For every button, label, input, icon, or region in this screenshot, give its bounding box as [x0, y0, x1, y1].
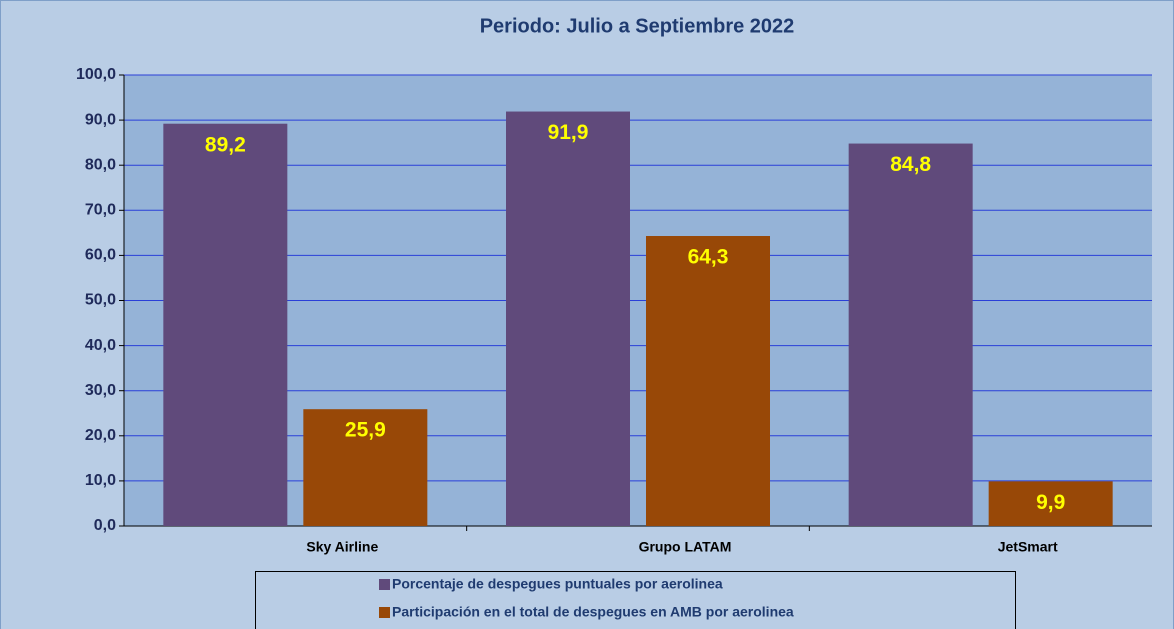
value-label: 9,9 [1036, 491, 1065, 514]
x-tick-label: JetSmart [998, 539, 1058, 555]
bar [506, 111, 630, 526]
y-tick-label: 0,0 [94, 517, 116, 534]
legend-swatch [379, 607, 390, 618]
y-tick-label: 20,0 [85, 427, 116, 444]
bar [163, 123, 288, 526]
value-label: 91,9 [548, 121, 589, 144]
bar [988, 481, 1113, 526]
y-tick-label: 40,0 [85, 337, 116, 354]
value-label: 84,8 [890, 153, 931, 176]
value-label: 89,2 [205, 133, 246, 156]
legend-swatch [379, 579, 390, 590]
legend-label: Participación en el total de despegues e… [392, 604, 794, 620]
y-tick-label: 30,0 [85, 382, 116, 399]
chart-title: Periodo: Julio a Septiembre 2022 [480, 15, 795, 37]
value-label: 25,9 [345, 419, 386, 442]
x-tick-label: Grupo LATAM [639, 539, 732, 555]
legend-label: Porcentaje de despegues puntuales por ae… [392, 576, 723, 592]
y-tick-label: 80,0 [85, 156, 116, 173]
y-tick-label: 100,0 [76, 66, 116, 83]
bar [646, 236, 770, 526]
bar [303, 409, 428, 526]
y-tick-label: 50,0 [85, 292, 116, 309]
x-tick-label: Sky Airline [306, 539, 378, 555]
y-tick-label: 90,0 [85, 111, 116, 128]
y-tick-label: 60,0 [85, 247, 116, 264]
bar [848, 143, 973, 526]
y-tick-label: 70,0 [85, 202, 116, 219]
y-tick-label: 10,0 [85, 472, 116, 489]
value-label: 64,3 [688, 246, 729, 269]
